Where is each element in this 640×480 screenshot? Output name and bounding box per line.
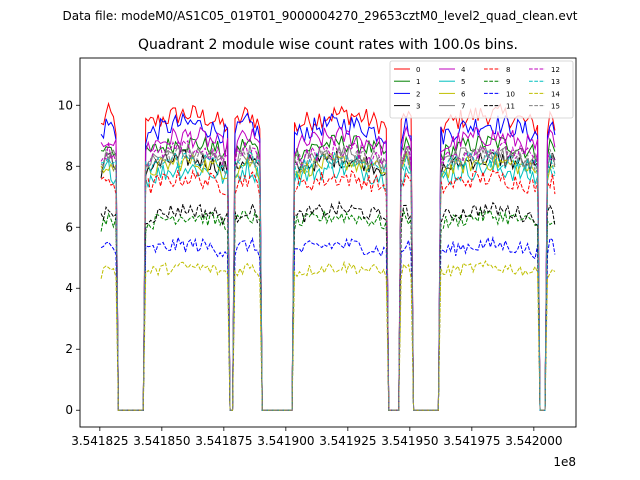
chart-title: Quadrant 2 module wise count rates with … — [138, 37, 518, 53]
x-tick-label: 3.541975 — [443, 434, 500, 448]
y-tick-label: 6 — [65, 220, 73, 234]
series-line-11 — [100, 200, 556, 411]
legend-label-15: 15 — [551, 103, 560, 111]
legend-label-9: 9 — [506, 78, 510, 86]
x-axis: 3.541825 3.541850 3.541875 3.541900 3.541925… — [71, 427, 562, 448]
y-axis: 0 2 4 6 8 10 — [58, 98, 80, 417]
series-line-4 — [100, 125, 556, 411]
legend-box — [389, 60, 574, 119]
legend-label-4: 4 — [461, 66, 466, 74]
legend-label-8: 8 — [506, 66, 510, 74]
legend-label-7: 7 — [461, 103, 465, 111]
y-tick-label: 0 — [65, 403, 73, 417]
legend-label-14: 14 — [551, 90, 560, 98]
legend-label-13: 13 — [551, 78, 560, 86]
series-line-10 — [100, 235, 556, 411]
x-tick-label: 3.541950 — [381, 434, 438, 448]
x-tick-label: 3.541875 — [195, 434, 252, 448]
legend-label-5: 5 — [461, 78, 465, 86]
y-tick-label: 8 — [65, 159, 73, 173]
legend-label-1: 1 — [416, 78, 420, 86]
series-line-7 — [100, 142, 556, 411]
legend-label-10: 10 — [506, 90, 515, 98]
y-tick-label: 2 — [65, 342, 73, 356]
legend-label-11: 11 — [506, 103, 515, 111]
series-lines — [100, 101, 556, 411]
series-line-2 — [100, 112, 556, 411]
series-line-12 — [100, 139, 556, 411]
legend-label-6: 6 — [461, 90, 466, 98]
figure-suptitle: Data file: modeM0/AS1C05_019T01_90000042… — [62, 9, 577, 23]
legend-label-12: 12 — [551, 66, 560, 74]
series-line-14 — [100, 259, 556, 411]
plot-area — [79, 57, 577, 428]
series-line-9 — [100, 208, 556, 411]
x-tick-label: 3.542000 — [505, 434, 562, 448]
series-line-15 — [100, 145, 556, 411]
y-tick-label: 10 — [58, 98, 73, 112]
x-tick-label: 3.541900 — [257, 434, 314, 448]
y-tick-label: 4 — [65, 281, 73, 295]
x-tick-label: 3.541925 — [319, 434, 376, 448]
legend-label-2: 2 — [416, 90, 420, 98]
series-line-8 — [100, 168, 556, 411]
x-tick-label: 3.541850 — [133, 434, 190, 448]
series-line-1 — [100, 134, 556, 411]
axes-frame — [79, 57, 577, 428]
legend-label-0: 0 — [416, 66, 420, 74]
x-axis-offset-label: 1e8 — [553, 455, 576, 469]
x-tick-label: 3.541825 — [71, 434, 128, 448]
series-line-13 — [101, 150, 556, 411]
legend-label-3: 3 — [416, 103, 420, 111]
